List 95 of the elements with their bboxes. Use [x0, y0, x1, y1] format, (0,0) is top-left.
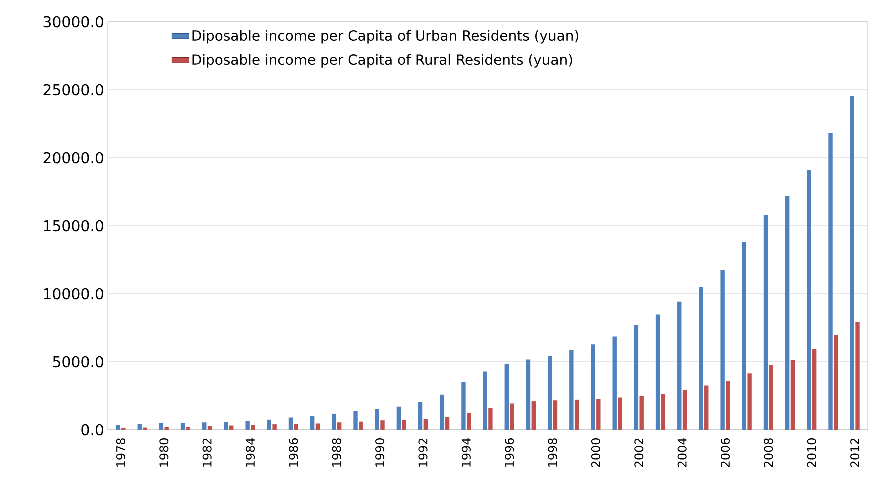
bar — [856, 322, 860, 430]
bar — [699, 287, 704, 430]
bar — [596, 399, 601, 430]
bar — [591, 344, 596, 430]
bar — [354, 411, 358, 430]
x-tick-label: 2010 — [807, 438, 816, 468]
x-tick-label: 1988 — [332, 438, 342, 467]
bar — [612, 336, 617, 430]
y-tick-label: 15000.0 — [44, 220, 104, 232]
bar — [828, 133, 833, 430]
x-tick-label: 2002 — [634, 438, 644, 468]
bar — [634, 325, 639, 430]
bar — [553, 400, 558, 430]
bar — [272, 424, 277, 430]
bar — [785, 196, 790, 430]
bar — [532, 402, 536, 430]
bar — [704, 386, 709, 430]
bar — [807, 170, 812, 430]
bar — [116, 425, 120, 430]
bar — [396, 406, 402, 430]
bar — [445, 417, 450, 430]
x-tick-label: 2008 — [764, 438, 774, 468]
bar — [682, 390, 688, 430]
bar — [570, 350, 574, 430]
bar — [548, 356, 552, 430]
x-tick-label: 1984 — [246, 438, 256, 467]
bar — [526, 360, 531, 430]
bar — [288, 418, 294, 430]
y-tick-label: 30000.0 — [44, 16, 104, 28]
bar — [618, 398, 622, 430]
x-tick-label: 1990 — [376, 438, 385, 467]
x-tick-label: 1986 — [289, 438, 298, 467]
bar — [337, 422, 342, 430]
bar — [164, 427, 169, 430]
legend-label: Diposable income per Capita of Urban Residents (yuan) — [192, 30, 578, 44]
y-tick-label: 20000.0 — [44, 152, 104, 164]
x-tick-label: 2006 — [720, 438, 730, 468]
y-tick-label: 0.0 — [82, 424, 104, 436]
bar — [251, 425, 256, 430]
bar — [246, 421, 250, 430]
x-tick-label: 1994 — [462, 438, 471, 467]
bar — [488, 408, 493, 430]
bar — [159, 423, 164, 430]
bar — [504, 364, 509, 430]
bar — [202, 422, 207, 430]
bar — [186, 426, 191, 430]
bar — [764, 215, 768, 430]
bar — [310, 416, 315, 430]
bar — [380, 420, 385, 430]
bar — [224, 422, 228, 430]
bar — [748, 374, 752, 430]
x-tick-label: 1982 — [202, 438, 212, 467]
bar — [661, 394, 666, 430]
bar — [720, 270, 725, 430]
x-tick-label: 1980 — [160, 438, 169, 467]
bar — [180, 423, 186, 430]
bar — [424, 419, 428, 430]
bar — [483, 372, 488, 430]
bar — [138, 424, 142, 430]
bar — [267, 420, 272, 430]
bar — [402, 420, 406, 430]
x-tick-label: 1978 — [116, 438, 126, 467]
y-tick-label: 5000.0 — [53, 356, 104, 368]
bar — [850, 96, 854, 430]
bar — [294, 424, 298, 430]
x-tick-label: 1996 — [505, 438, 514, 467]
bar — [418, 402, 423, 430]
y-tick-label: 25000.0 — [44, 84, 104, 96]
bar — [359, 422, 364, 430]
x-tick-label: 1998 — [548, 438, 558, 467]
legend-label: Diposable income per Capita of Rural Residents (yuan) — [192, 54, 572, 68]
bar — [332, 414, 336, 430]
bar — [316, 424, 320, 430]
x-tick-label: 1992 — [418, 438, 428, 467]
x-tick-label: 2004 — [678, 438, 687, 468]
bar — [769, 365, 774, 430]
bar — [640, 396, 644, 430]
bar — [230, 426, 234, 430]
bar — [510, 404, 514, 430]
bar — [790, 360, 796, 430]
bar — [208, 426, 212, 430]
bar — [467, 413, 472, 430]
bar — [462, 382, 466, 430]
y-tick-label: 10000.0 — [44, 288, 104, 300]
x-tick-label: 2012 — [850, 438, 860, 468]
bar — [678, 302, 682, 430]
bar — [742, 242, 746, 430]
bar — [574, 400, 580, 430]
bar — [440, 394, 444, 430]
x-tick-label: 2000 — [591, 438, 600, 468]
bar — [834, 335, 838, 430]
bar — [812, 349, 817, 430]
bar — [656, 314, 660, 430]
bar — [726, 381, 730, 430]
bar — [375, 409, 380, 430]
